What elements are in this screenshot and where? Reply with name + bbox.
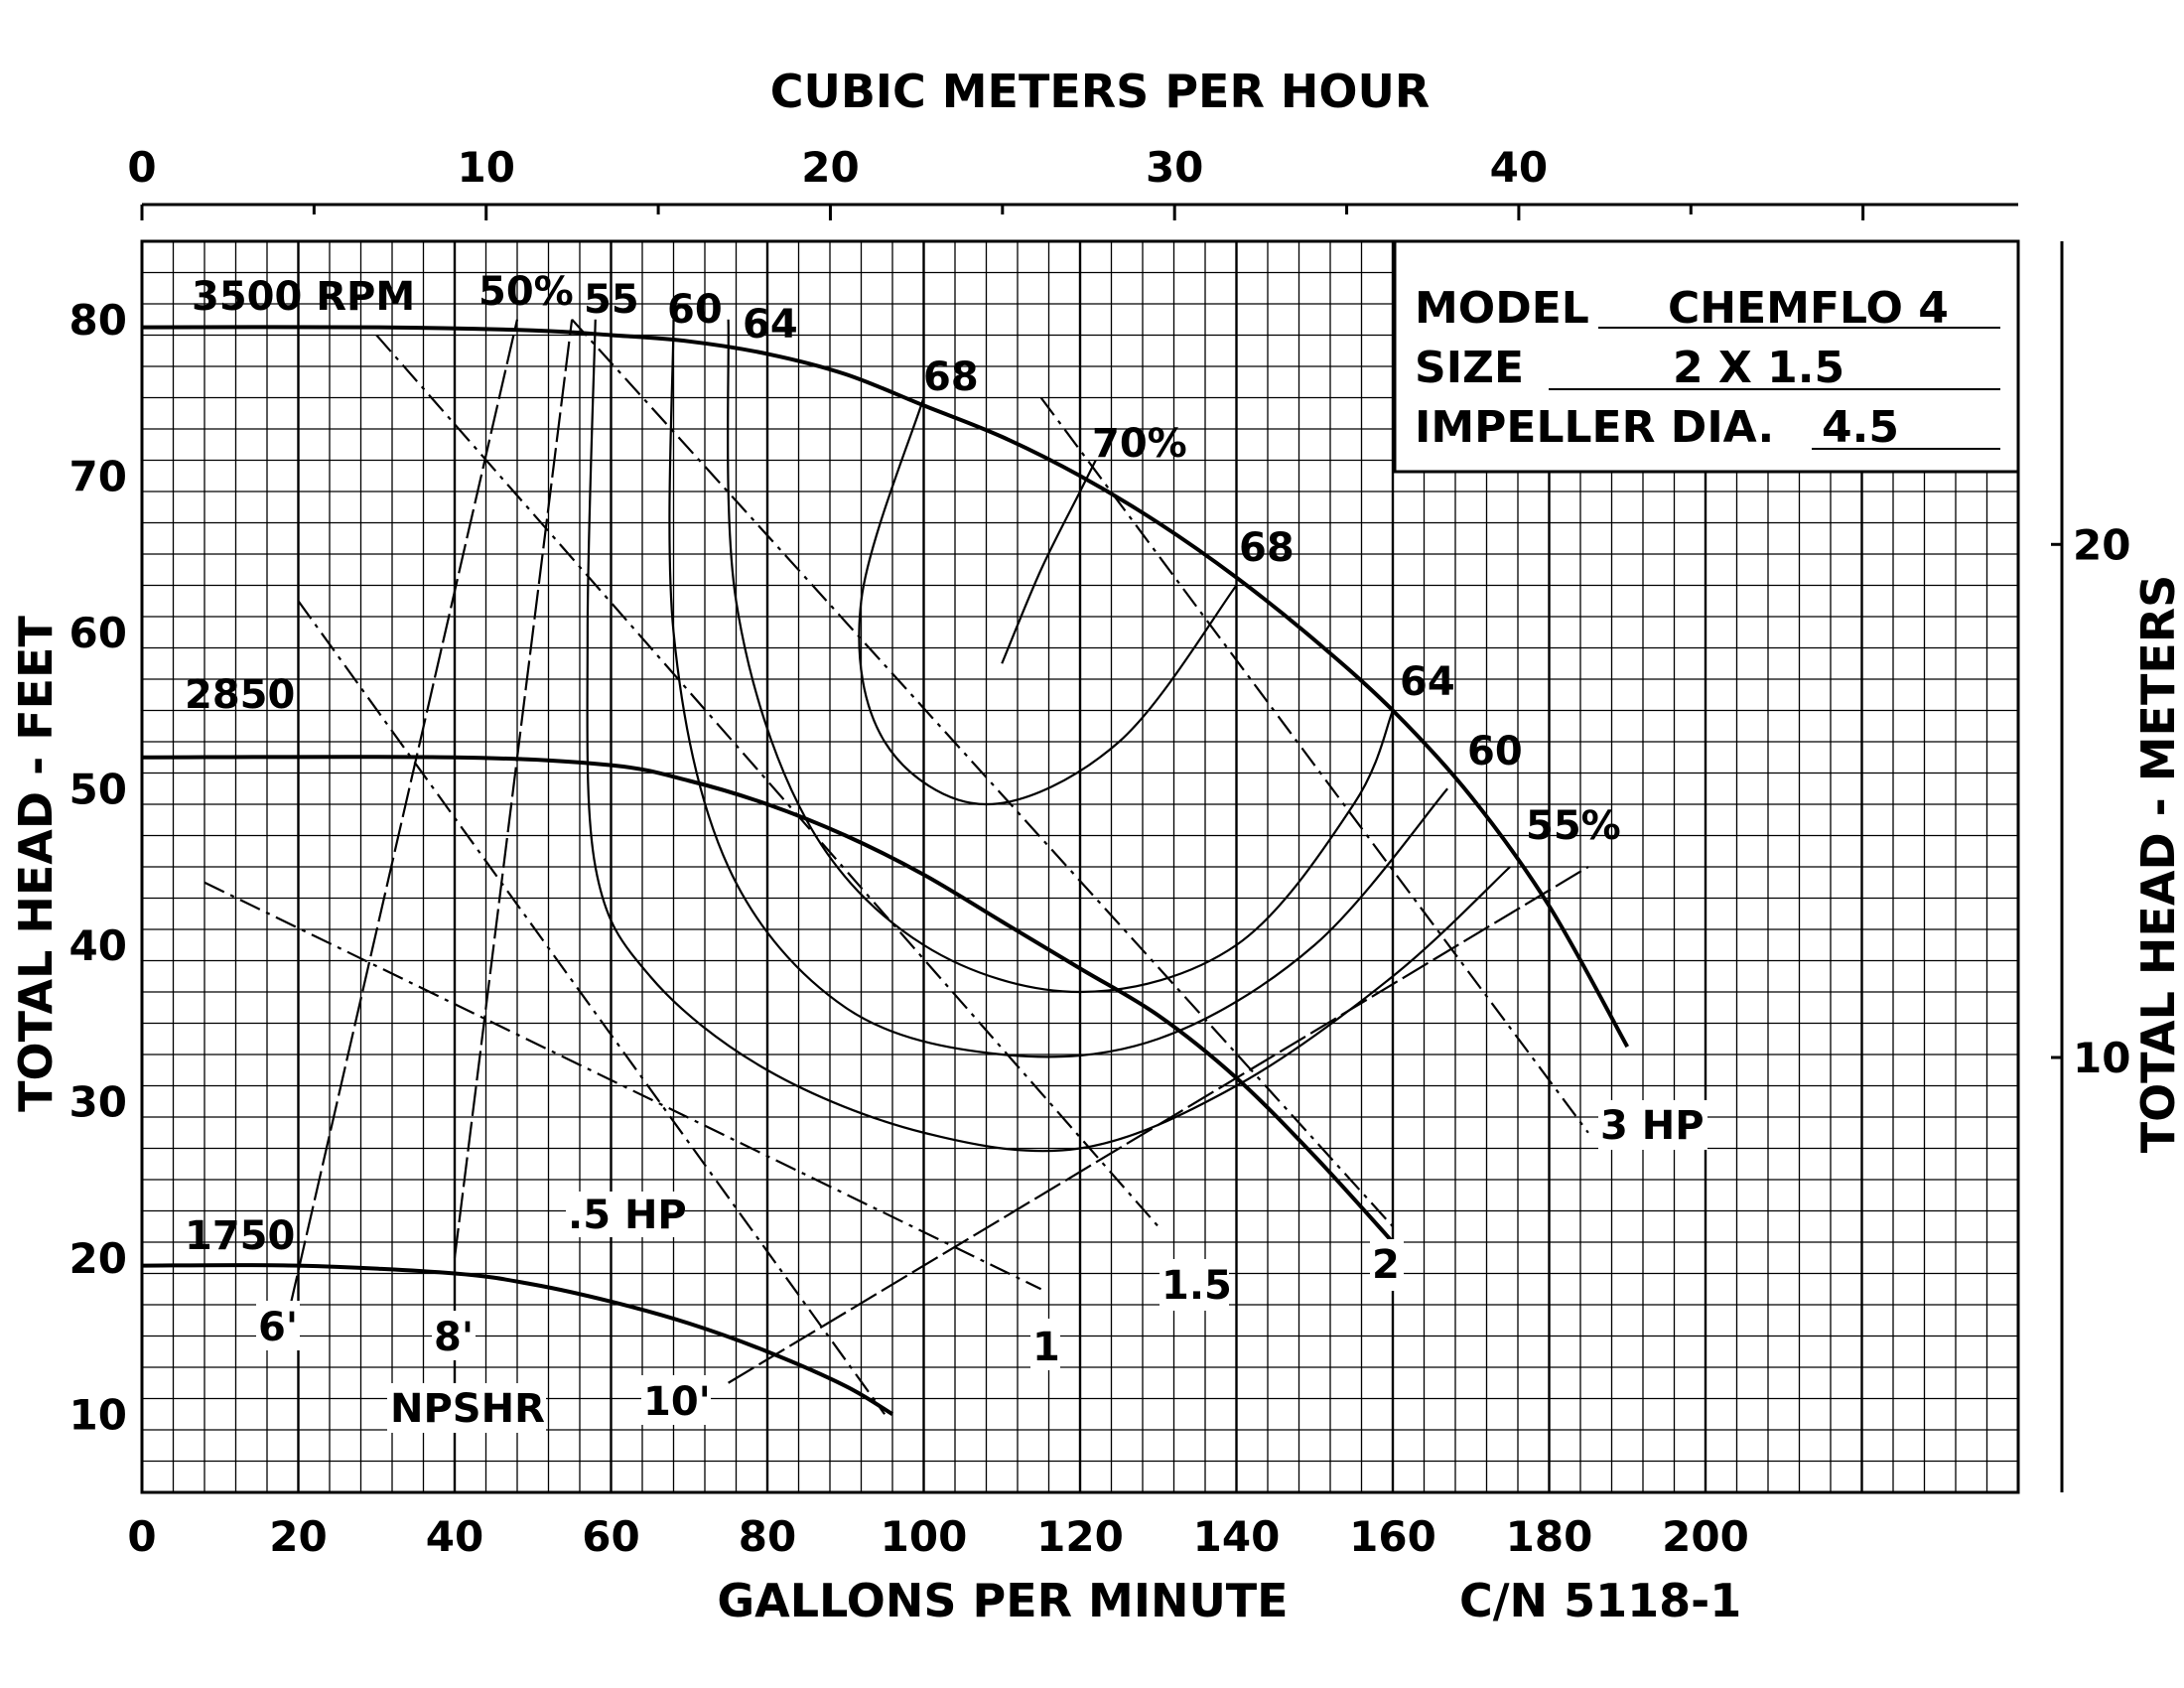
eff-label-55-right: 55% bbox=[1526, 803, 1621, 849]
model-value: CHEMFLO 4 bbox=[1668, 283, 1949, 334]
y-tick-label: 30 bbox=[69, 1077, 127, 1126]
top-tick-label: 40 bbox=[1490, 143, 1548, 192]
right-tick-label: 10 bbox=[2073, 1034, 2130, 1082]
npshr-label-8: 8' bbox=[434, 1315, 474, 1360]
hp-line-1 bbox=[204, 881, 1042, 1291]
eff-label-50: 50% bbox=[478, 269, 574, 315]
npshr-line-0 bbox=[289, 319, 519, 1306]
efficiency-curve-3 bbox=[858, 397, 1238, 806]
hp-label-1.5: 1.5 bbox=[1161, 1263, 1232, 1309]
right-axis-title: TOTAL HEAD - METERS bbox=[2131, 575, 2184, 1154]
x-tick-label: 120 bbox=[1036, 1512, 1124, 1561]
x-axis-ticks: 0 20 40 60 80 100 120 140 160 180 200 bbox=[127, 1512, 1748, 1561]
top-axis-ticks: 0 10 20 30 40 bbox=[127, 143, 1865, 220]
x-tick-label: 20 bbox=[269, 1512, 327, 1561]
top-tick-label: 0 bbox=[127, 143, 156, 192]
x-tick-label: 60 bbox=[582, 1512, 639, 1561]
x-tick-label: 140 bbox=[1193, 1512, 1281, 1561]
rpm-1750-label: 1750 bbox=[185, 1213, 295, 1259]
rpm-2850-label: 2850 bbox=[185, 672, 295, 718]
hp-label-3: 3 HP bbox=[1600, 1103, 1705, 1149]
x-tick-label: 160 bbox=[1349, 1512, 1436, 1561]
efficiency-curves bbox=[586, 319, 1511, 1153]
impeller-value: 4.5 bbox=[1822, 402, 1899, 453]
efficiency-curve-0 bbox=[586, 319, 1511, 1153]
x-tick-label: 180 bbox=[1506, 1512, 1593, 1561]
impeller-label: IMPELLER DIA. bbox=[1415, 402, 1774, 453]
y-tick-label: 10 bbox=[69, 1390, 127, 1439]
eff-label-60-top: 60 bbox=[667, 287, 723, 333]
y-tick-label: 70 bbox=[69, 452, 127, 500]
x-tick-label: 200 bbox=[1662, 1512, 1749, 1561]
x-axis-title: GALLONS PER MINUTE bbox=[717, 1574, 1288, 1627]
size-value: 2 X 1.5 bbox=[1673, 343, 1844, 393]
horsepower-lines bbox=[204, 319, 1589, 1415]
size-label: SIZE bbox=[1415, 343, 1524, 393]
eff-label-64-right: 64 bbox=[1400, 659, 1455, 705]
x-tick-label: 0 bbox=[127, 1512, 156, 1561]
eff-label-68-right: 68 bbox=[1239, 525, 1295, 571]
hp-line-0 bbox=[297, 600, 887, 1415]
efficiency-curve-2 bbox=[727, 319, 1395, 994]
info-box bbox=[1393, 239, 2020, 474]
npshr-label-6: 6' bbox=[258, 1305, 298, 1350]
curve-labels: 3500 RPM 2850 1750 50% 55 60 64 68 70% 6… bbox=[185, 269, 1707, 1433]
top-tick-label: 30 bbox=[1146, 143, 1203, 192]
eff-label-64-top: 64 bbox=[743, 302, 798, 348]
hp-label-1: 1 bbox=[1032, 1325, 1060, 1370]
npshr-label-10: 10' bbox=[643, 1379, 711, 1425]
y-tick-label: 50 bbox=[69, 765, 127, 813]
hp-label-2: 2 bbox=[1372, 1242, 1400, 1288]
hp-line-4 bbox=[1039, 396, 1589, 1134]
right-axis-ticks: 10 20 bbox=[2051, 520, 2130, 1082]
y-tick-label: 80 bbox=[69, 296, 127, 345]
y-tick-label: 20 bbox=[69, 1234, 127, 1283]
x-tick-label: 100 bbox=[881, 1512, 968, 1561]
npshr-label: NPSHR bbox=[390, 1386, 545, 1432]
x-tick-label: 80 bbox=[739, 1512, 796, 1561]
head-curve-2 bbox=[141, 1263, 894, 1416]
rpm-3500-label: 3500 RPM bbox=[192, 274, 415, 320]
eff-label-55-top: 55 bbox=[584, 277, 639, 323]
y-axis-ticks: 10 20 30 40 50 60 70 80 bbox=[69, 296, 127, 1440]
efficiency-curve-1 bbox=[668, 319, 1448, 1058]
eff-label-70: 70% bbox=[1092, 421, 1187, 467]
top-axis-title: CUBIC METERS PER HOUR bbox=[770, 65, 1431, 118]
x-tick-label: 40 bbox=[426, 1512, 483, 1561]
y-tick-label: 40 bbox=[69, 921, 127, 970]
top-tick-label: 10 bbox=[458, 143, 515, 192]
plot-frame bbox=[140, 239, 2020, 1494]
model-label: MODEL bbox=[1415, 283, 1589, 334]
y-axis-title: TOTAL HEAD - FEET bbox=[9, 616, 63, 1112]
hp-line-3 bbox=[571, 319, 1394, 1227]
eff-label-68-top: 68 bbox=[923, 354, 979, 400]
head-curves bbox=[141, 325, 1629, 1416]
npshr-line-1 bbox=[453, 319, 574, 1258]
y-tick-label: 60 bbox=[69, 609, 127, 657]
head-curve-1 bbox=[141, 755, 1395, 1244]
right-tick-label: 20 bbox=[2073, 520, 2130, 569]
eff-label-60-right: 60 bbox=[1467, 729, 1523, 774]
catalog-number: C/N 5118-1 bbox=[1459, 1574, 1741, 1627]
efficiency-curve-4 bbox=[1001, 460, 1097, 664]
head-curve-0 bbox=[141, 325, 1629, 1049]
hp-label-0.5: .5 HP bbox=[568, 1193, 687, 1238]
top-tick-label: 20 bbox=[801, 143, 859, 192]
